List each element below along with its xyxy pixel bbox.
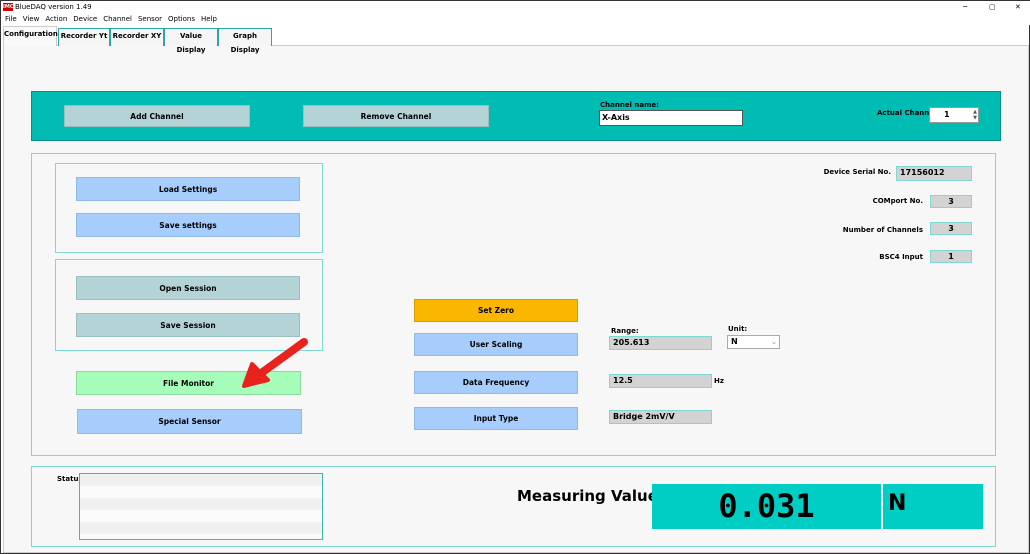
session-group <box>55 259 323 351</box>
range-label: Range: <box>611 327 639 335</box>
maximize-button[interactable]: ▢ <box>989 3 996 11</box>
save-settings-button[interactable]: Save settings <box>76 213 300 237</box>
measuring-value-display: 0.031 <box>652 484 881 529</box>
tab-configuration[interactable]: Configuration <box>3 26 58 46</box>
measuring-value-label: Measuring Value <box>517 487 658 505</box>
data-frequency-button[interactable]: Data Frequency <box>414 371 578 394</box>
serial-label: Device Serial No. <box>823 168 891 176</box>
status-list[interactable] <box>79 473 323 540</box>
menu-sensor[interactable]: Sensor <box>137 15 162 23</box>
add-channel-button[interactable]: Add Channel <box>64 105 250 127</box>
channels-label: Number of Channels <box>842 226 923 234</box>
menu-device[interactable]: Device <box>73 15 98 23</box>
channels-field: 3 <box>930 222 972 235</box>
range-field: 205.613 <box>609 336 712 350</box>
frequency-field: 12.5 <box>609 374 712 388</box>
special-sensor-button[interactable]: Special Sensor <box>77 409 302 434</box>
app-logo: IMC <box>3 3 14 11</box>
unit-label: Unit: <box>728 325 748 333</box>
status-panel <box>31 466 996 547</box>
channel-name-input[interactable]: X-Axis <box>599 110 743 126</box>
remove-channel-button[interactable]: Remove Channel <box>303 105 489 127</box>
actual-channel-value: 1 <box>944 110 950 119</box>
title-bar: IMC BlueDAQ version 1.49 ─ ▢ ✕ <box>1 1 1030 13</box>
actual-channel-stepper[interactable]: 1 ▲ ▼ <box>929 107 979 123</box>
tab-recorder-xy[interactable]: Recorder XY <box>110 28 164 46</box>
user-scaling-button[interactable]: User Scaling <box>414 333 578 356</box>
channel-name-label: Channel name: <box>600 101 659 109</box>
input-type-field: Bridge 2mV/V <box>609 410 712 424</box>
set-zero-button[interactable]: Set Zero <box>414 299 578 322</box>
spin-arrows-icon[interactable]: ▲ ▼ <box>973 109 977 121</box>
open-session-button[interactable]: Open Session <box>76 276 300 300</box>
measuring-unit-display: N <box>883 484 983 529</box>
tab-value-display[interactable]: Value Display <box>164 28 218 54</box>
bsc4-label: BSC4 Input <box>879 253 923 261</box>
menu-bar: File View Action Device Channel Sensor Options… <box>1 13 1030 25</box>
load-settings-button[interactable]: Load Settings <box>76 177 300 201</box>
minimize-button[interactable]: ─ <box>963 3 968 11</box>
menu-view[interactable]: View <box>22 15 40 23</box>
actual-channel-label: Actual Channel <box>877 109 937 117</box>
settings-group <box>55 163 323 253</box>
status-label: Status <box>57 475 83 483</box>
configuration-panel <box>31 153 996 456</box>
menu-file[interactable]: File <box>5 15 17 23</box>
save-session-button[interactable]: Save Session <box>76 313 300 337</box>
comport-label: COMport No. <box>872 197 923 205</box>
bsc4-field: 1 <box>930 250 972 263</box>
menu-channel[interactable]: Channel <box>103 15 132 23</box>
unit-value: N <box>731 337 738 346</box>
serial-field: 17156012 <box>896 166 972 181</box>
unit-select[interactable]: N ⌄ <box>727 335 780 349</box>
menu-options[interactable]: Options <box>167 15 195 23</box>
frequency-unit: Hz <box>714 377 724 385</box>
comport-field: 3 <box>930 195 972 208</box>
chevron-down-icon: ⌄ <box>771 338 777 346</box>
tab-graph-display[interactable]: Graph Display <box>218 28 272 54</box>
menu-action[interactable]: Action <box>45 15 68 23</box>
menu-help[interactable]: Help <box>201 15 217 23</box>
tab-recorder-yt[interactable]: Recorder Yt <box>58 28 110 46</box>
window-title: BlueDAQ version 1.49 <box>15 3 92 11</box>
input-type-button[interactable]: Input Type <box>414 407 578 430</box>
close-button[interactable]: ✕ <box>1015 3 1021 11</box>
red-arrow-annotation <box>242 338 308 388</box>
